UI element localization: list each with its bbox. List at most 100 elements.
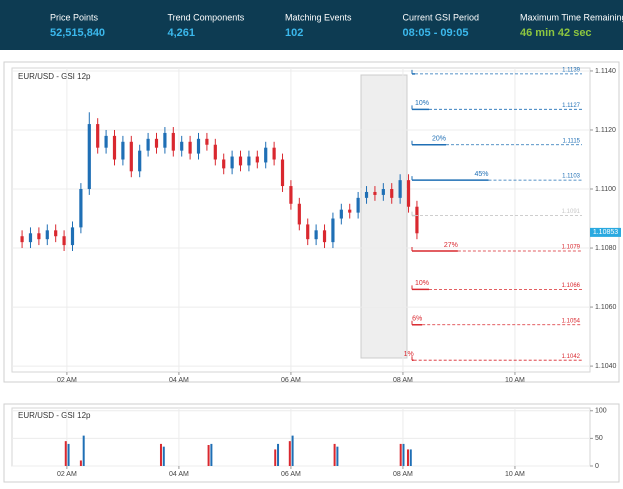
candle-body (87, 124, 91, 190)
stat-label: Matching Events (285, 12, 352, 22)
volume-bar (274, 449, 277, 466)
chart-title: EUR/USD - GSI 12p (18, 411, 91, 420)
volume-bar (79, 460, 82, 466)
candle-body (104, 135, 108, 148)
stat-label: Trend Components (168, 12, 245, 22)
candle-body (121, 141, 125, 160)
candle-body (406, 180, 411, 207)
volume-bar (409, 449, 412, 466)
stat-label: Maximum Time Remaining (520, 12, 623, 22)
candle-body (154, 138, 159, 148)
level-percent-label: 27% (444, 242, 458, 249)
volume-bar (288, 441, 291, 466)
last-price-label: 1.10853 (593, 229, 618, 236)
main-panel (3, 61, 620, 383)
candle-body (272, 147, 276, 160)
candle-body (322, 230, 327, 243)
candle-body (364, 191, 369, 198)
candle-body (381, 189, 385, 195)
level-price-label: 1.1115 (563, 138, 581, 144)
candle-body (96, 124, 100, 148)
volume-bar (64, 441, 67, 466)
volume-bar (159, 443, 162, 466)
x-tick-label: 10 AM (505, 377, 525, 384)
candle-body (54, 230, 58, 237)
volume-bar (336, 446, 339, 466)
chart-title: EUR/USD - GSI 12p (18, 72, 91, 81)
candle-body (415, 206, 419, 234)
stat-label: Price Points (50, 12, 99, 22)
candle-body (280, 159, 285, 187)
candle-body (264, 147, 268, 163)
level-price-label: 1.1066 (562, 283, 581, 289)
volume-bar (162, 446, 165, 466)
candle-body (373, 191, 377, 195)
volume-bar (291, 435, 294, 466)
y-tick-label: 1.1140 (595, 68, 616, 75)
stat-value: 102 (285, 27, 303, 39)
candle-body (188, 141, 192, 154)
level-price-label: 1.1103 (562, 174, 581, 180)
candle-body (398, 180, 402, 198)
y-tick-label: 50 (595, 435, 603, 442)
volume-bar (402, 443, 405, 466)
candle-body (129, 141, 133, 172)
level-percent-label: 20% (432, 136, 446, 143)
level-percent-label: 10% (415, 280, 429, 287)
y-tick-label: 100 (595, 408, 607, 415)
volume-bar (207, 445, 210, 466)
candle-body (205, 138, 209, 145)
level-percent-label: 10% (415, 100, 429, 107)
y-tick-label: 1.1080 (595, 245, 617, 252)
level-percent-label: 1% (404, 351, 414, 358)
y-tick-label: 1.1120 (595, 127, 616, 134)
volume-bar (406, 449, 409, 466)
candle-body (45, 230, 49, 240)
level-price-label: 1.1079 (562, 245, 581, 251)
candle-body (171, 132, 175, 151)
x-tick-label: 08 AM (393, 471, 413, 478)
x-tick-label: 04 AM (169, 471, 189, 478)
candle-body (213, 144, 217, 160)
candle-body (348, 209, 352, 213)
candle-body (79, 189, 83, 228)
last-price-box (590, 227, 621, 237)
stat-value: 46 min 42 sec (520, 27, 592, 39)
header-bar (0, 0, 623, 50)
x-tick-label: 02 AM (57, 471, 77, 478)
candle-body (306, 224, 310, 240)
level-price-label: 1.1091 (562, 209, 581, 215)
volume-bar (67, 443, 70, 466)
level-price-label: 1.1127 (562, 103, 581, 109)
candle-body (331, 218, 335, 243)
x-tick-label: 04 AM (169, 377, 189, 384)
y-tick-label: 1.1100 (595, 186, 616, 193)
level-percent-label: 6% (412, 316, 422, 323)
candle-body (390, 189, 394, 198)
stat-value: 52,515,840 (50, 27, 105, 39)
level-price-label: 1.1054 (562, 318, 581, 324)
candle-body (255, 156, 259, 163)
candle-body (196, 138, 201, 154)
volume-panel (3, 403, 620, 483)
candle-body (70, 227, 75, 246)
candle-body (62, 236, 66, 246)
candle-body (222, 159, 226, 169)
candle-body (163, 132, 167, 148)
candle-body (356, 197, 360, 213)
volume-bar (399, 443, 402, 466)
candle-body (28, 233, 33, 243)
stat-value: 08:05 - 09:05 (403, 27, 469, 39)
volume-bar (82, 435, 85, 466)
x-tick-label: 06 AM (281, 471, 301, 478)
level-price-label: 1.1042 (562, 354, 581, 360)
candle-body (37, 233, 41, 240)
x-tick-label: 06 AM (281, 377, 301, 384)
candle-body (247, 156, 251, 166)
x-tick-label: 10 AM (505, 471, 525, 478)
candle-body (146, 138, 150, 151)
x-tick-label: 02 AM (57, 377, 77, 384)
y-tick-label: 1.1060 (595, 304, 617, 311)
candle-body (20, 236, 24, 243)
